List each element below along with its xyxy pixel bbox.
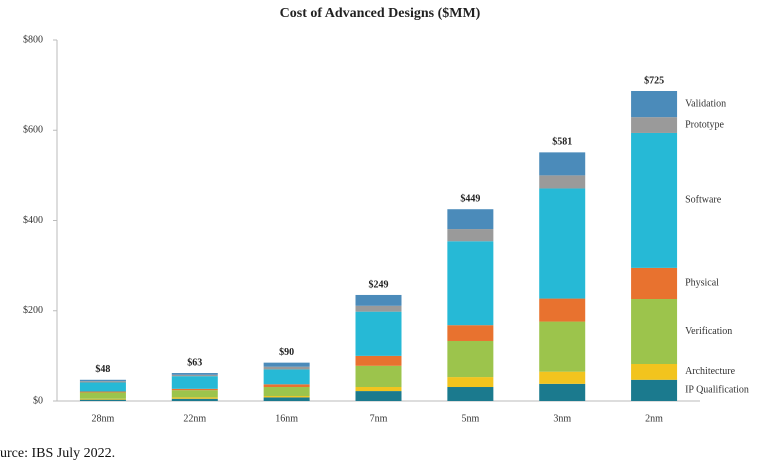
bar-segment bbox=[263, 397, 310, 401]
bar-segment bbox=[539, 321, 586, 372]
bar-segment bbox=[171, 390, 218, 398]
y-tick-label: $600 bbox=[23, 125, 43, 136]
bar-segment bbox=[171, 398, 218, 401]
bar-segment bbox=[631, 299, 678, 364]
bar-segment bbox=[631, 132, 678, 268]
bar-segment bbox=[171, 388, 218, 391]
bar-segment bbox=[355, 387, 402, 392]
bar-segment bbox=[631, 267, 678, 300]
bar-segment bbox=[263, 387, 310, 397]
bar-segment bbox=[447, 209, 494, 230]
bar-segment bbox=[79, 399, 126, 401]
bar-segment bbox=[539, 371, 586, 384]
bar-segment bbox=[171, 397, 218, 399]
bar-segment bbox=[171, 373, 218, 375]
bar-segment bbox=[539, 383, 586, 401]
bar-segment bbox=[355, 355, 402, 366]
bar-segment bbox=[631, 90, 678, 118]
legend-label: IP Qualification bbox=[685, 385, 749, 396]
bar-segment bbox=[447, 325, 494, 341]
bar-segment bbox=[79, 392, 126, 399]
total-label: $48 bbox=[95, 364, 110, 375]
bar-segment bbox=[355, 294, 402, 306]
bar-segment bbox=[263, 369, 310, 385]
y-tick-label: $800 bbox=[23, 34, 43, 45]
bar-segment bbox=[263, 396, 310, 398]
total-label: $581 bbox=[552, 137, 572, 148]
x-tick-label: 28nm bbox=[92, 413, 115, 424]
bar-segment bbox=[631, 117, 678, 133]
y-tick-label: $200 bbox=[23, 305, 43, 316]
x-tick-label: 7nm bbox=[370, 413, 388, 424]
total-label: $249 bbox=[369, 279, 389, 290]
chart-title: Cost of Advanced Designs ($MM) bbox=[280, 6, 481, 21]
bar-segment bbox=[631, 363, 678, 380]
total-label: $725 bbox=[644, 75, 664, 86]
bar-segment bbox=[355, 365, 402, 388]
x-tick-label: 5nm bbox=[461, 413, 479, 424]
bar-segment bbox=[447, 387, 494, 401]
bar-segment bbox=[79, 379, 126, 382]
x-tick-label: 22nm bbox=[183, 413, 206, 424]
bar-segment bbox=[447, 377, 494, 388]
bar-segment bbox=[539, 188, 586, 299]
total-label: $63 bbox=[187, 357, 202, 368]
bar-segment bbox=[263, 362, 310, 367]
legend-label: Validation bbox=[685, 98, 726, 109]
y-tick-label: $400 bbox=[23, 215, 43, 226]
legend-label: Architecture bbox=[685, 366, 736, 377]
bar-segment bbox=[79, 381, 126, 383]
bar-segment bbox=[539, 175, 586, 189]
bar-segment bbox=[539, 298, 586, 322]
bar-segment bbox=[447, 241, 494, 326]
bar-segment bbox=[79, 391, 126, 393]
x-tick-label: 3nm bbox=[553, 413, 571, 424]
bar-segment bbox=[355, 391, 402, 401]
x-tick-label: 16nm bbox=[275, 413, 298, 424]
bar-segment bbox=[355, 311, 402, 356]
total-label: $449 bbox=[460, 194, 480, 205]
x-tick-label: 2nm bbox=[645, 413, 663, 424]
bar-segment bbox=[171, 376, 218, 389]
bar-segment bbox=[355, 305, 402, 312]
source-note: urce: IBS July 2022. bbox=[0, 446, 115, 461]
legend-label: Physical bbox=[685, 278, 719, 289]
bar-segment bbox=[447, 229, 494, 242]
legend-label: Software bbox=[685, 195, 722, 206]
bar-segment bbox=[631, 379, 678, 401]
legend-label: Verification bbox=[685, 326, 732, 337]
y-tick-label: $0 bbox=[33, 395, 43, 406]
bar-segment bbox=[263, 384, 310, 388]
bar-segment bbox=[79, 382, 126, 392]
total-label: $90 bbox=[279, 347, 294, 358]
bar-segment bbox=[171, 374, 218, 377]
legend-label: Prototype bbox=[685, 119, 724, 130]
bar-segment bbox=[539, 152, 586, 176]
bar-segment bbox=[447, 340, 494, 378]
bar-segment bbox=[263, 366, 310, 370]
bar-segment bbox=[79, 398, 126, 400]
